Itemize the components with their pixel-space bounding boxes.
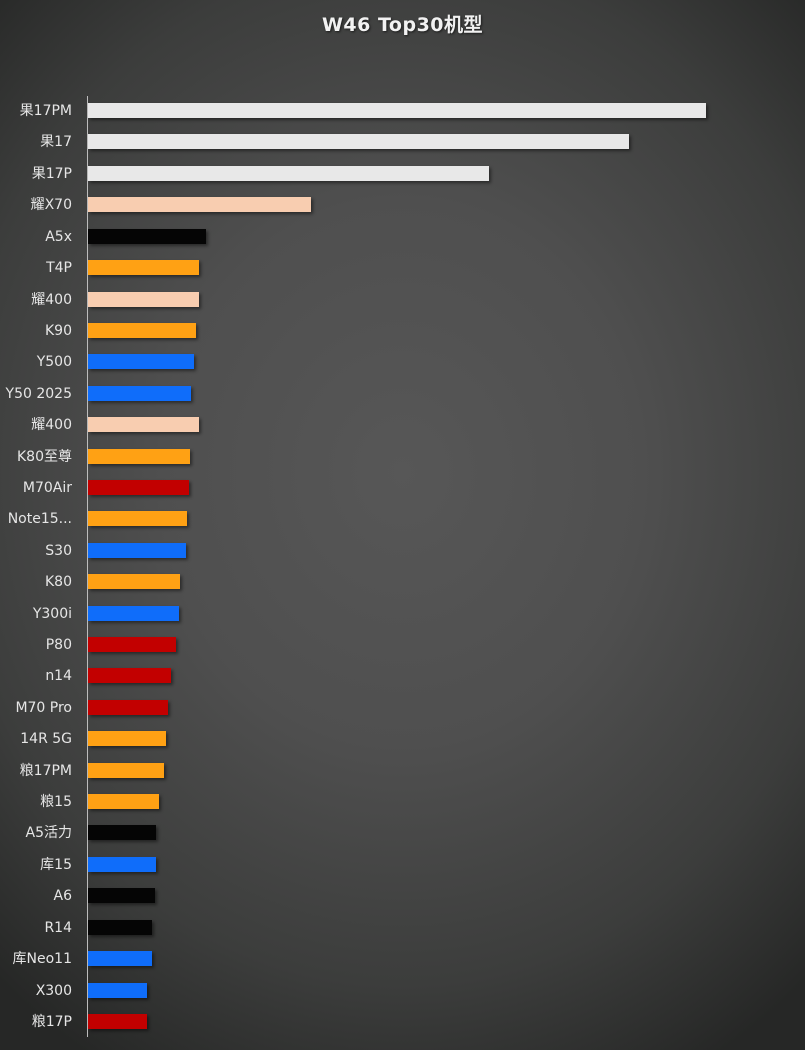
bar-row: K90 <box>0 322 805 339</box>
bar-row: 库15 <box>0 856 805 873</box>
bar <box>88 197 311 213</box>
bar <box>88 228 206 244</box>
bar-row: 粮17PM <box>0 762 805 779</box>
bar <box>88 982 147 998</box>
bar <box>88 668 171 684</box>
category-label: Y500 <box>36 354 72 371</box>
bar <box>88 260 199 276</box>
bar-row: T4P <box>0 260 805 276</box>
bar-row: 果17PM <box>0 103 805 119</box>
bar-row: Y300i <box>0 605 805 622</box>
category-label: 果17PM <box>19 103 72 119</box>
bar-row: Y500 <box>0 354 805 370</box>
category-label: M70Air <box>22 479 72 496</box>
bar <box>88 134 629 150</box>
bar-row: R14 <box>0 919 805 936</box>
bar <box>88 448 190 464</box>
category-label: Note15... <box>7 511 72 528</box>
category-label: X300 <box>35 982 72 999</box>
bar-row: n14 <box>0 668 805 684</box>
category-label: Y50 2025 <box>5 385 72 402</box>
bar <box>88 856 156 872</box>
bar <box>88 417 199 433</box>
bar-row: 14R 5G <box>0 731 805 747</box>
bar <box>88 291 199 307</box>
bar <box>88 637 176 652</box>
category-label: P80 <box>45 637 72 653</box>
category-label: S30 <box>45 542 72 559</box>
bar <box>88 919 152 935</box>
bar-row: 耀400 <box>0 291 805 308</box>
bar-row: K80 <box>0 574 805 590</box>
category-label: M70 Pro <box>15 699 72 716</box>
bar-row: 耀400 <box>0 417 805 433</box>
category-label: A5活力 <box>25 825 72 842</box>
bar <box>88 1013 147 1029</box>
category-label: 耀400 <box>31 417 72 434</box>
bar-row: M70 Pro <box>0 699 805 716</box>
bar <box>88 354 194 370</box>
bar-row: M70Air <box>0 479 805 496</box>
bar-row: 果17P <box>0 165 805 182</box>
bar <box>88 951 152 967</box>
bar <box>88 542 186 558</box>
bar-row: A5x <box>0 228 805 245</box>
bar-row: X300 <box>0 982 805 999</box>
category-label: 14R 5G <box>20 731 72 748</box>
bar-row: Y50 2025 <box>0 385 805 402</box>
category-label: 果17P <box>31 165 72 182</box>
category-label: n14 <box>45 668 72 685</box>
category-label: 粮15 <box>40 794 72 810</box>
category-label: 库15 <box>40 856 72 873</box>
bar <box>88 165 489 181</box>
bar-row: 粮17P <box>0 1013 805 1030</box>
bar <box>88 699 168 715</box>
chart-title: W46 Top30机型 <box>321 14 484 36</box>
bar <box>88 794 159 809</box>
bar <box>88 731 166 747</box>
category-label: 耀400 <box>31 291 72 308</box>
category-label: 粮17P <box>31 1013 72 1030</box>
bar <box>88 825 156 841</box>
category-label: 库Neo11 <box>12 951 72 968</box>
bar-row: S30 <box>0 542 805 559</box>
bar-row: P80 <box>0 637 805 653</box>
bar <box>88 888 155 904</box>
bar <box>88 103 706 118</box>
bar-row: A6 <box>0 888 805 904</box>
category-label: R14 <box>44 919 72 936</box>
bar-row: K80至尊 <box>0 448 805 465</box>
bar <box>88 511 187 527</box>
category-label: K80至尊 <box>17 448 72 465</box>
bar-row: Note15... <box>0 511 805 527</box>
category-label: K90 <box>45 322 72 339</box>
bar <box>88 762 164 778</box>
category-label: 果17 <box>40 134 72 151</box>
category-label: 耀X70 <box>30 197 72 214</box>
category-label: K80 <box>45 574 72 591</box>
bar <box>88 574 180 590</box>
bar <box>88 605 179 621</box>
bar-row: 果17 <box>0 134 805 150</box>
bar <box>88 385 191 401</box>
bar <box>88 479 189 495</box>
category-label: T4P <box>46 260 72 277</box>
category-label: Y300i <box>32 605 72 622</box>
bar-row: A5活力 <box>0 825 805 841</box>
bar <box>88 322 196 338</box>
category-label: A5x <box>45 228 72 245</box>
bar-row: 耀X70 <box>0 197 805 213</box>
bar-row: 库Neo11 <box>0 951 805 967</box>
y-axis-line <box>87 96 88 1037</box>
bar-row: 粮15 <box>0 794 805 810</box>
category-label: A6 <box>53 888 72 905</box>
category-label: 粮17PM <box>19 762 72 779</box>
